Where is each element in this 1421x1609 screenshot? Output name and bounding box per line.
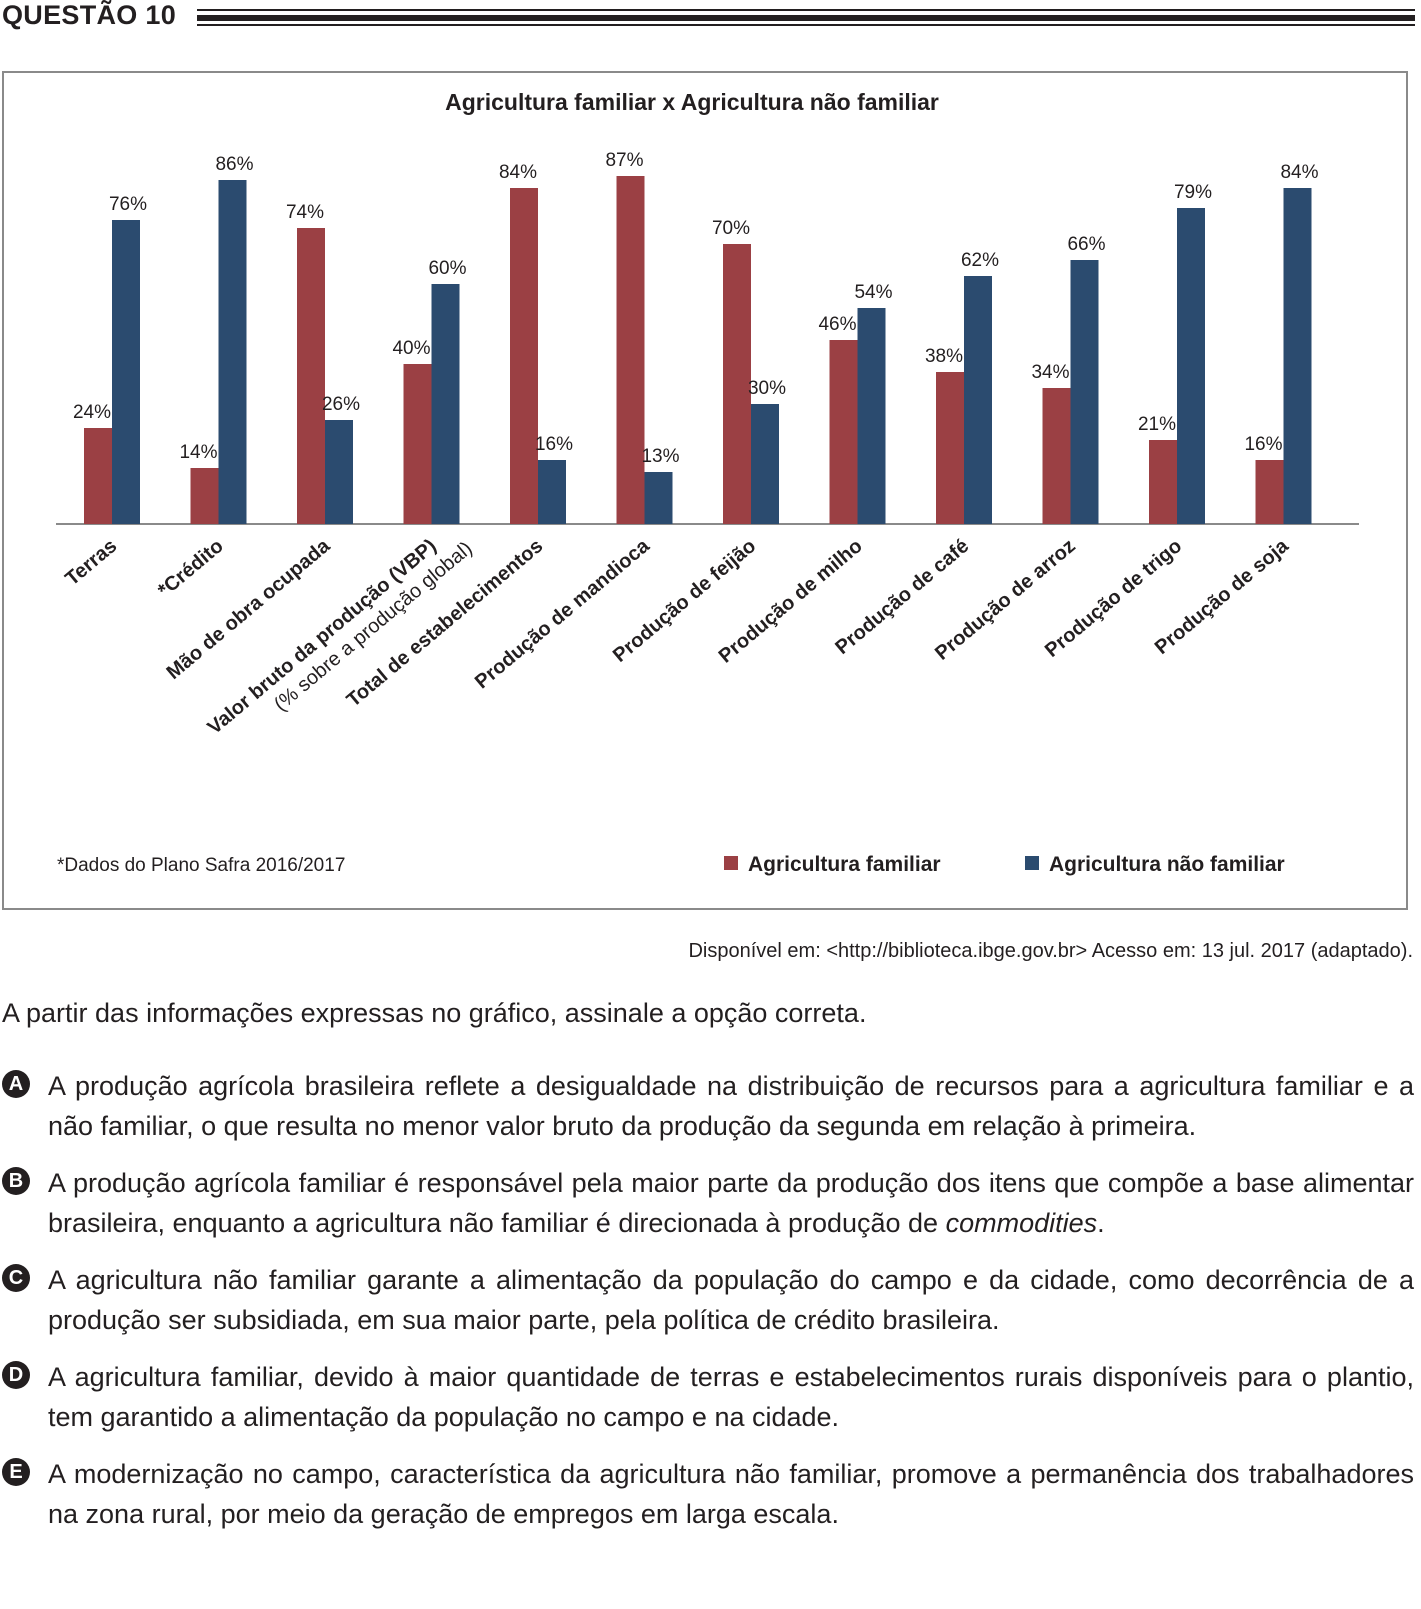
data-label: 76% xyxy=(109,194,147,215)
bar-familiar xyxy=(84,428,112,524)
bar-familiar xyxy=(829,340,858,524)
option-text-italic: commodities xyxy=(945,1208,1098,1238)
bar-nao-familiar xyxy=(1177,208,1205,524)
option-text: A produção agrícola brasileira reflete a… xyxy=(48,1071,1414,1141)
bar-nao-familiar xyxy=(325,420,353,524)
data-label: 62% xyxy=(961,250,999,271)
bar-nao-familiar xyxy=(1283,188,1312,524)
data-label: 74% xyxy=(286,202,324,223)
option-text: A modernização no campo, característica … xyxy=(48,1459,1414,1529)
category-label: Produção de mandioca xyxy=(471,534,654,693)
data-label: 70% xyxy=(712,218,750,239)
data-label: 40% xyxy=(392,338,430,359)
bar-nao-familiar xyxy=(857,308,886,524)
bar-nao-familiar xyxy=(1070,260,1099,524)
data-label: 21% xyxy=(1138,414,1176,435)
bar-nao-familiar xyxy=(218,180,247,524)
bar-nao-familiar xyxy=(644,472,673,524)
question-title: QUESTÃO 10 xyxy=(2,0,177,30)
option-text-main: A produção agrícola familiar é responsáv… xyxy=(48,1168,1414,1238)
data-label: 34% xyxy=(1031,362,1069,383)
data-label: 26% xyxy=(322,394,360,415)
data-label: 54% xyxy=(854,282,892,303)
option-c[interactable]: C A agricultura não familiar garante a a… xyxy=(2,1260,1414,1340)
bar-chart: Agricultura familiar x Agricultura não f… xyxy=(56,89,1359,876)
data-label: 16% xyxy=(535,434,573,455)
data-label: 86% xyxy=(215,154,253,175)
option-letter-badge: E xyxy=(2,1458,30,1486)
category-label-line: Valor bruto da produção (VBP) xyxy=(204,535,441,739)
option-text-end: . xyxy=(1097,1208,1105,1238)
category-label-line: Produção de mandioca xyxy=(471,534,654,693)
legend-label: Agricultura não familiar xyxy=(1049,853,1285,876)
bar-nao-familiar xyxy=(538,460,566,524)
chart-frame: Agricultura familiar x Agricultura não f… xyxy=(2,71,1408,910)
chart-title: Agricultura familiar x Agricultura não f… xyxy=(445,89,939,115)
data-label: 14% xyxy=(179,442,217,463)
bar-familiar xyxy=(1042,388,1071,524)
bar-familiar xyxy=(190,468,219,524)
bar-nao-familiar xyxy=(112,220,140,524)
option-text: A agricultura não familiar garante a ali… xyxy=(48,1265,1414,1335)
category-label-line: *Crédito xyxy=(154,535,228,602)
option-letter-badge: A xyxy=(2,1070,30,1098)
bar-familiar xyxy=(510,188,538,524)
data-label: 46% xyxy=(818,314,856,335)
bar-nao-familiar xyxy=(964,276,992,524)
data-label: 13% xyxy=(641,446,679,467)
category-label: Terras xyxy=(61,535,121,590)
bar-familiar xyxy=(936,372,964,524)
bar-nao-familiar xyxy=(751,404,779,524)
data-label: 30% xyxy=(748,378,786,399)
source-citation: Disponível em: <http://biblioteca.ibge.g… xyxy=(688,940,1413,962)
question-prompt: A partir das informações expressas no gr… xyxy=(2,998,867,1028)
option-a[interactable]: A A produção agrícola brasileira reflete… xyxy=(2,1066,1414,1146)
data-label: 16% xyxy=(1244,434,1282,455)
question-header: QUESTÃO 10 xyxy=(0,0,1421,40)
legend-swatch xyxy=(1025,856,1039,870)
option-letter-badge: B xyxy=(2,1167,30,1195)
answer-options: A A produção agrícola brasileira reflete… xyxy=(2,1066,1414,1551)
option-letter-badge: C xyxy=(2,1264,30,1292)
data-label: 87% xyxy=(605,150,643,171)
legend-swatch xyxy=(724,856,738,870)
option-text: A agricultura familiar, devido à maior q… xyxy=(48,1362,1414,1432)
bar-familiar xyxy=(1149,440,1177,524)
option-text: A produção agrícola familiar é responsáv… xyxy=(48,1163,1414,1243)
data-label: 84% xyxy=(499,162,537,183)
data-label: 24% xyxy=(73,402,111,423)
data-label: 60% xyxy=(428,258,466,279)
bar-nao-familiar xyxy=(431,284,460,524)
option-letter-badge: D xyxy=(2,1361,30,1389)
data-label: 84% xyxy=(1280,162,1318,183)
option-e[interactable]: E A modernização no campo, característic… xyxy=(2,1454,1414,1534)
bar-familiar xyxy=(297,228,325,524)
bar-familiar xyxy=(723,244,751,524)
legend-label: Agricultura familiar xyxy=(748,853,941,876)
bar-familiar xyxy=(616,176,645,524)
chart-footnote: *Dados do Plano Safra 2016/2017 xyxy=(57,855,345,876)
bar-familiar xyxy=(1255,460,1284,524)
bar-familiar xyxy=(403,364,432,524)
data-label: 79% xyxy=(1174,182,1212,203)
category-label: *Crédito xyxy=(154,535,228,602)
option-b[interactable]: B A produção agrícola familiar é respons… xyxy=(2,1163,1414,1243)
category-label-line: Terras xyxy=(61,535,121,590)
option-d[interactable]: D A agricultura familiar, devido à maior… xyxy=(2,1357,1414,1437)
data-label: 38% xyxy=(925,346,963,367)
data-label: 66% xyxy=(1067,234,1105,255)
header-rule xyxy=(197,9,1415,27)
